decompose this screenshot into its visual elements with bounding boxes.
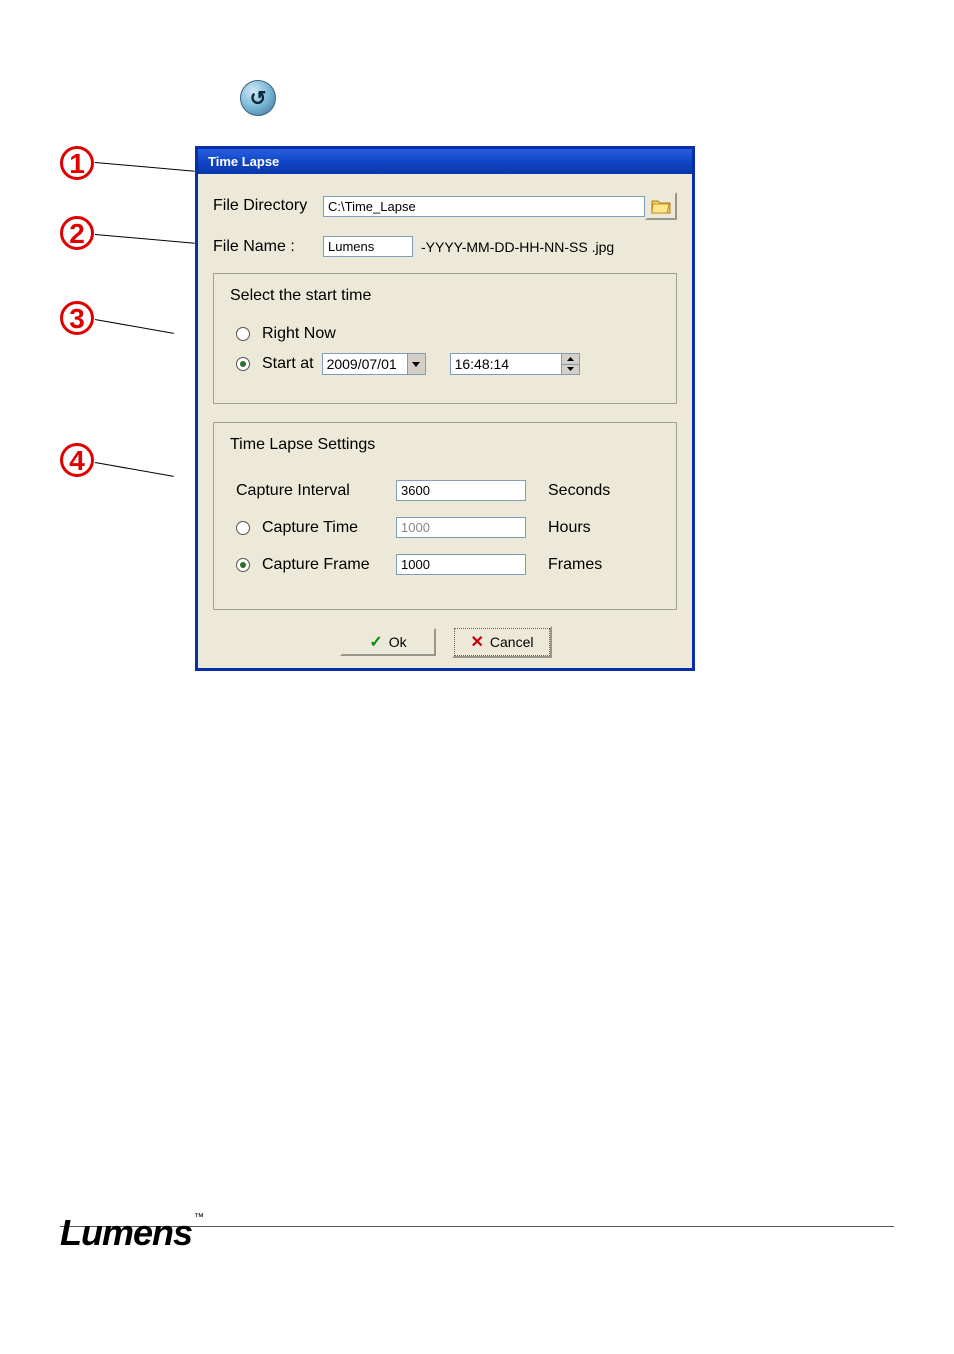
marker-line-2 — [95, 234, 195, 244]
start-at-label: Start at — [262, 355, 314, 373]
chevron-down-icon — [412, 362, 420, 367]
file-name-label: File Name : — [213, 238, 313, 256]
marker-line-3 — [95, 319, 174, 334]
right-now-label: Right Now — [262, 325, 336, 343]
marker-1: 1 — [60, 146, 94, 180]
callout-markers: 1 2 3 4 — [60, 146, 110, 671]
settings-legend: Time Lapse Settings — [226, 436, 379, 454]
check-icon: ✓ — [369, 632, 382, 652]
capture-interval-input[interactable] — [396, 480, 526, 501]
start-date-input[interactable] — [323, 354, 407, 374]
marker-3: 3 — [60, 301, 94, 335]
chevron-down-icon — [567, 367, 574, 371]
start-time-legend: Select the start time — [226, 287, 375, 305]
chevron-up-icon — [567, 357, 574, 361]
capture-frame-unit: Frames — [548, 556, 602, 574]
time-lapse-dialog: Time Lapse File Directory File Name : — [195, 146, 695, 671]
cross-icon: ✕ — [471, 632, 484, 652]
time-lapse-settings-group: Time Lapse Settings Capture Interval Sec… — [213, 422, 677, 610]
capture-frame-radio[interactable] — [236, 558, 250, 572]
ok-button[interactable]: ✓ Ok — [340, 628, 436, 656]
start-time-group: Select the start time Right Now Start at — [213, 273, 677, 404]
cancel-button-label: Cancel — [490, 634, 534, 650]
marker-line-4 — [95, 462, 174, 477]
capture-time-radio[interactable] — [236, 521, 250, 535]
ok-button-label: Ok — [389, 634, 407, 650]
start-date-dropdown-button[interactable] — [407, 354, 425, 374]
file-name-input[interactable] — [323, 236, 413, 257]
file-name-suffix: -YYYY-MM-DD-HH-NN-SS .jpg — [421, 239, 614, 255]
capture-time-label: Capture Time — [262, 519, 358, 537]
capture-interval-label: Capture Interval — [236, 482, 350, 500]
lumens-logo: Lumens™ — [60, 1212, 203, 1254]
start-date-combo[interactable] — [322, 353, 426, 375]
browse-button[interactable] — [645, 192, 677, 220]
page-footer: Lumens™ — [60, 1226, 894, 1254]
start-at-radio[interactable] — [236, 357, 250, 371]
time-spin-down-button[interactable] — [562, 365, 579, 375]
capture-interval-unit: Seconds — [548, 482, 610, 500]
folder-icon — [651, 198, 671, 214]
capture-frame-input[interactable] — [396, 554, 526, 575]
capture-time-unit: Hours — [548, 519, 591, 537]
file-directory-label: File Directory — [213, 197, 313, 215]
time-spin-up-button[interactable] — [562, 354, 579, 365]
capture-time-input[interactable] — [396, 517, 526, 538]
dialog-title: Time Lapse — [198, 149, 692, 174]
marker-line-1 — [95, 162, 195, 172]
start-time-spinner[interactable] — [450, 353, 580, 375]
timer-icon: ↺ — [240, 80, 276, 116]
capture-frame-label: Capture Frame — [262, 556, 370, 574]
marker-4: 4 — [60, 443, 94, 477]
cancel-button[interactable]: ✕ Cancel — [454, 628, 550, 656]
file-directory-input[interactable] — [323, 196, 645, 217]
start-time-input[interactable] — [451, 354, 561, 374]
marker-2: 2 — [60, 216, 94, 250]
right-now-radio[interactable] — [236, 327, 250, 341]
